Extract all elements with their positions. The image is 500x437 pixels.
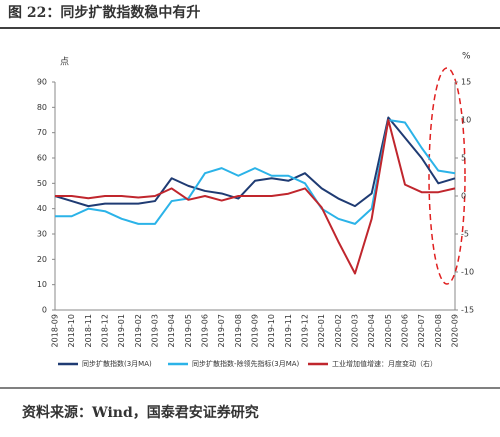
x-tick-label: 2020-08 <box>434 314 443 347</box>
y2-tick-label: 10 <box>461 116 471 125</box>
x-tick-label: 2020-01 <box>317 314 326 347</box>
x-tick-label: 2018-10 <box>67 314 76 347</box>
x-tick-label: 2020-04 <box>367 314 376 347</box>
y-axis-unit: 点 <box>60 57 69 68</box>
x-tick-label: 2019-03 <box>151 314 160 347</box>
highlight-ellipse <box>428 67 466 285</box>
y-tick-label: 30 <box>37 230 47 239</box>
y2-tick-label: -5 <box>461 230 469 239</box>
x-tick-label: 2019-11 <box>284 314 293 347</box>
x-tick-label: 2020-03 <box>351 314 360 347</box>
x-tick-label: 2020-07 <box>417 314 426 347</box>
x-tick-label: 2019-12 <box>301 314 310 347</box>
y-tick-label: 80 <box>37 103 47 112</box>
y-tick-label: 50 <box>37 179 47 188</box>
x-tick-label: 2018-12 <box>101 314 110 347</box>
plot: 0 10 20 30 40 50 60 70 80 90 -15 -10 -5 0 5 10 15 2018-09… <box>37 78 474 369</box>
series-line <box>55 119 456 275</box>
legend-label: 同步扩散指数(3月MA) <box>82 359 152 368</box>
x-tick-label: 2020-09 <box>451 314 460 347</box>
x-tick-label: 2019-02 <box>134 314 143 347</box>
legend-label: 工业增加值增速：月度变动（右） <box>332 359 437 368</box>
x-tick-label: 2019-01 <box>117 314 126 347</box>
y-tick-label: 0 <box>42 306 47 315</box>
y2-axis-unit: % <box>462 52 471 62</box>
y2-tick-label: 0 <box>461 192 466 201</box>
x-tick-label: 2018-11 <box>84 314 93 347</box>
x-tick-label: 2020-02 <box>334 314 343 347</box>
y-tick-label: 10 <box>37 280 47 289</box>
y-tick-label: 20 <box>37 255 47 264</box>
x-tick-label: 2020-05 <box>384 314 393 347</box>
y-tick-label: 70 <box>37 128 47 137</box>
y-tick-label: 40 <box>37 204 47 213</box>
x-tick-label: 2019-07 <box>217 314 226 347</box>
y-tick-label: 90 <box>37 78 47 87</box>
x-tick-label: 2019-10 <box>267 314 276 347</box>
x-tick-label: 2019-09 <box>251 314 260 347</box>
series-line <box>54 116 456 208</box>
y2-tick-label: 5 <box>461 154 466 163</box>
x-tick-label: 2019-05 <box>184 314 193 347</box>
y-tick-label: 60 <box>37 154 47 163</box>
figure-title: 图 22：同步扩散指数稳中有升 <box>8 4 200 21</box>
series-line <box>55 119 456 225</box>
y2-tick-label: -15 <box>461 306 474 315</box>
x-tick-label: 2018-09 <box>51 314 60 347</box>
y2-tick-label: -10 <box>461 268 474 277</box>
source-note: 资料来源：Wind，国泰君安证券研究 <box>22 404 259 421</box>
x-tick-label: 2019-06 <box>201 314 210 347</box>
x-tick-label: 2019-04 <box>167 314 176 347</box>
x-tick-label: 2019-08 <box>234 314 243 347</box>
x-tick-label: 2020-06 <box>401 314 410 347</box>
legend-label: 同步扩散指数-除领先指标(3月MA) <box>192 359 300 368</box>
y2-tick-label: 15 <box>461 78 471 87</box>
